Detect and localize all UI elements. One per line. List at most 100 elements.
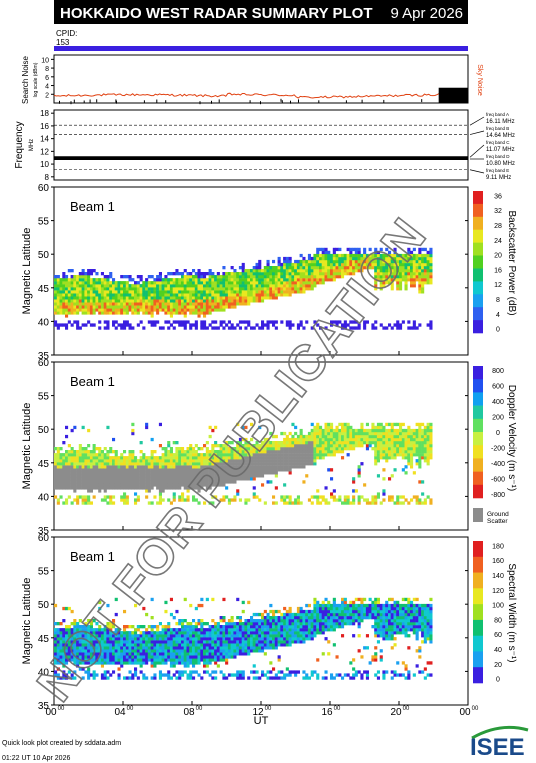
radar-cell [349, 320, 353, 324]
radar-cell [147, 290, 151, 294]
radar-cell [81, 281, 85, 285]
radar-cell [280, 275, 284, 279]
radar-cell [313, 253, 317, 258]
radar-cell [131, 308, 135, 312]
radar-cell [222, 655, 226, 659]
radar-cell [76, 486, 80, 490]
radar-cell [189, 456, 193, 460]
radar-cell [106, 462, 110, 466]
radar-cell [125, 652, 129, 656]
colorbar-segment [473, 203, 483, 218]
radar-cell [145, 281, 149, 285]
radar-cell [310, 266, 314, 270]
radar-cell [319, 266, 323, 270]
radar-cell [404, 259, 408, 264]
colorbar-segment [473, 471, 483, 486]
radar-cell [164, 453, 168, 457]
radar-cell [310, 462, 314, 466]
radar-cell [319, 495, 323, 499]
radar-cell [81, 425, 85, 430]
radar-cell [421, 259, 425, 264]
radar-cell [261, 447, 265, 451]
radar-cell [388, 275, 392, 279]
radar-cell [123, 290, 127, 294]
radar-cell [429, 259, 433, 264]
radar-cell [109, 462, 113, 466]
radar-cell [404, 434, 408, 439]
radar-cell [192, 640, 196, 644]
radar-cell [346, 422, 350, 427]
radar-cell [131, 673, 135, 677]
radar-cell [203, 311, 207, 315]
radar-cell [310, 256, 314, 261]
radar-cell [134, 634, 138, 638]
radar-cell [294, 501, 298, 505]
radar-cell [283, 266, 287, 270]
radar-cell [247, 444, 251, 448]
radar-cell [283, 459, 287, 463]
radar-cell [183, 631, 187, 635]
radar-cell [258, 459, 262, 463]
radar-cell [216, 634, 220, 638]
radar-cell [305, 262, 309, 267]
radar-cell [302, 290, 306, 294]
lat-tick-label: 50 [38, 250, 50, 261]
radar-cell [393, 450, 397, 454]
radar-cell [194, 290, 198, 294]
radar-cell [158, 658, 162, 662]
radar-cell [354, 262, 358, 267]
radar-cell [263, 269, 267, 273]
radar-cell [128, 284, 132, 288]
radar-cell [321, 450, 325, 454]
radar-cell [222, 676, 226, 680]
radar-cell [357, 498, 361, 502]
radar-cell [233, 456, 237, 460]
radar-cell [167, 284, 171, 288]
radar-cell [100, 281, 104, 285]
radar-cell [117, 658, 121, 662]
radar-cell [238, 296, 242, 300]
radar-cell [67, 480, 71, 484]
radar-cell [390, 434, 394, 439]
radar-cell [236, 284, 240, 288]
radar-cell [158, 646, 162, 650]
radar-cell [106, 326, 110, 330]
radar-cell [103, 320, 107, 324]
radar-cell [87, 652, 91, 656]
radar-cell [167, 622, 171, 626]
radar-cell [70, 646, 74, 650]
radar-cell [313, 459, 317, 463]
radar-cell [95, 655, 99, 659]
radar-cell [62, 652, 66, 656]
radar-cell [84, 305, 88, 309]
radar-cell [167, 308, 171, 312]
radar-cell [114, 655, 118, 659]
radar-cell [139, 471, 143, 475]
noise-spike [298, 99, 299, 103]
radar-cell [412, 444, 416, 448]
radar-cell [181, 495, 185, 499]
radar-cell [194, 275, 198, 279]
radar-cell [194, 293, 198, 297]
radar-cell [410, 269, 414, 273]
colorbar-tick-label: 200 [492, 414, 504, 421]
radar-cell [319, 256, 323, 261]
radar-cell [189, 676, 193, 680]
radar-cell [67, 631, 71, 635]
radar-cell [197, 269, 201, 273]
radar-cell [153, 450, 157, 454]
radar-cell [227, 272, 231, 276]
radar-cell [252, 471, 256, 475]
radar-cell [172, 287, 176, 291]
radar-cell [307, 284, 311, 288]
radar-cell [277, 468, 281, 472]
radar-cell [272, 259, 276, 264]
radar-cell [374, 253, 378, 258]
radar-cell [307, 462, 311, 466]
radar-cell [332, 441, 336, 445]
radar-cell [335, 434, 339, 439]
radar-cell [263, 462, 267, 466]
radar-cell [250, 447, 254, 451]
radar-cell [112, 459, 116, 463]
